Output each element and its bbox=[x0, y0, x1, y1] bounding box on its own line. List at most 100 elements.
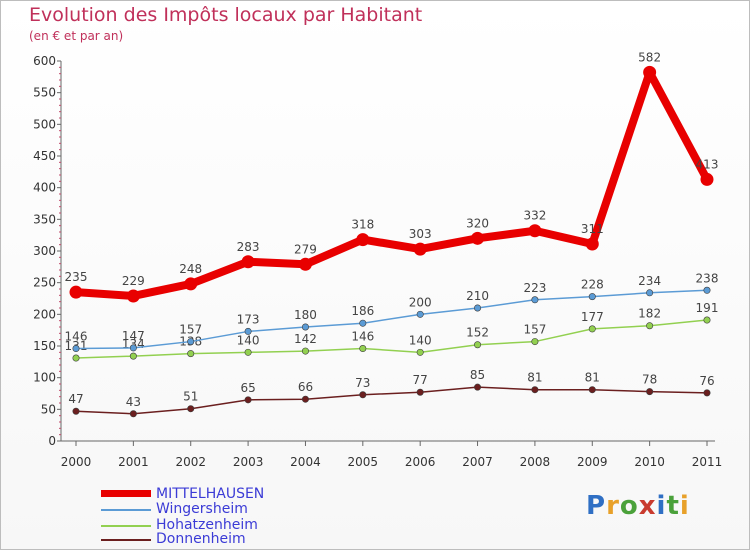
data-point-mittelhausen bbox=[298, 257, 312, 271]
series-line-hohatzenheim bbox=[75, 319, 708, 359]
data-label-donnenheim: 81 bbox=[585, 371, 600, 385]
y-tick-label-600: 600 bbox=[33, 54, 56, 68]
data-label-mittelhausen: 311 bbox=[581, 222, 604, 236]
legend-label-hohatzenheim: Hohatzenheim bbox=[156, 517, 258, 533]
series-wingersheim: 146 147 157 173 180 186 200 210 223 228 234 238 bbox=[65, 271, 718, 353]
x-tick-label-2008: 2008 bbox=[520, 455, 551, 469]
data-label-donnenheim: 43 bbox=[126, 395, 141, 409]
data-point-donnenheim bbox=[72, 407, 80, 415]
data-label-wingersheim: 210 bbox=[466, 289, 489, 303]
legend-item-wingersheim: Wingersheim bbox=[101, 501, 401, 517]
data-label-donnenheim: 77 bbox=[413, 373, 428, 387]
data-label-donnenheim: 65 bbox=[240, 381, 255, 395]
x-tick-label-2000: 2000 bbox=[61, 455, 92, 469]
data-label-donnenheim: 85 bbox=[470, 368, 485, 382]
data-point-hohatzenheim bbox=[646, 322, 654, 330]
data-point-wingersheim bbox=[301, 323, 309, 331]
data-label-mittelhausen: 582 bbox=[638, 50, 661, 64]
data-label-hohatzenheim: 191 bbox=[696, 301, 719, 315]
data-label-mittelhausen: 413 bbox=[696, 157, 719, 171]
data-point-hohatzenheim bbox=[187, 350, 195, 358]
legend-swatch-hohatzenheim bbox=[101, 525, 151, 527]
data-point-hohatzenheim bbox=[244, 348, 252, 356]
legend-label-donnenheim: Donnenheim bbox=[156, 531, 246, 547]
data-point-donnenheim bbox=[531, 386, 539, 394]
data-point-wingersheim bbox=[129, 344, 137, 352]
y-tick-label-250: 250 bbox=[33, 276, 56, 290]
data-point-mittelhausen bbox=[69, 285, 83, 299]
data-label-wingersheim: 200 bbox=[409, 295, 432, 309]
data-label-donnenheim: 47 bbox=[68, 392, 83, 406]
legend-item-donnenheim: Donnenheim bbox=[101, 531, 401, 547]
data-label-wingersheim: 157 bbox=[179, 323, 202, 337]
series-hohatzenheim: 131134138140142146140152157177182191 bbox=[65, 301, 719, 362]
y-tick-label-450: 450 bbox=[33, 149, 56, 163]
series-mittelhausen: 235 229 248 283 279 318 303 320 332 311 582 413 bbox=[65, 50, 719, 303]
data-point-wingersheim bbox=[359, 319, 367, 327]
data-label-wingersheim: 186 bbox=[351, 304, 374, 318]
legend-swatch-mittelhausen bbox=[101, 490, 151, 497]
data-point-mittelhausen bbox=[585, 237, 599, 251]
legend-item-mittelhausen: MITTELHAUSEN bbox=[101, 486, 401, 502]
data-label-hohatzenheim: 140 bbox=[237, 333, 260, 347]
data-point-hohatzenheim bbox=[531, 338, 539, 346]
y-tick-label-50: 50 bbox=[41, 402, 56, 416]
data-point-donnenheim bbox=[359, 391, 367, 399]
data-point-wingersheim bbox=[474, 304, 482, 312]
data-label-wingersheim: 146 bbox=[65, 330, 88, 344]
data-label-wingersheim: 180 bbox=[294, 308, 317, 322]
legend-swatch-donnenheim bbox=[101, 539, 151, 541]
data-point-wingersheim bbox=[531, 296, 539, 304]
data-point-wingersheim bbox=[187, 338, 195, 346]
data-point-mittelhausen bbox=[126, 289, 140, 303]
data-point-mittelhausen bbox=[643, 65, 657, 79]
data-label-donnenheim: 76 bbox=[699, 374, 714, 388]
data-label-mittelhausen: 318 bbox=[351, 218, 374, 232]
data-label-wingersheim: 147 bbox=[122, 329, 145, 343]
data-point-wingersheim bbox=[416, 310, 424, 318]
data-label-hohatzenheim: 177 bbox=[581, 310, 604, 324]
y-tick-label-150: 150 bbox=[33, 339, 56, 353]
data-point-wingersheim bbox=[588, 293, 596, 301]
x-tick-label-2001: 2001 bbox=[118, 455, 149, 469]
legend-label-wingersheim: Wingersheim bbox=[156, 501, 248, 517]
data-label-hohatzenheim: 182 bbox=[638, 307, 661, 321]
data-label-wingersheim: 228 bbox=[581, 278, 604, 292]
data-label-mittelhausen: 248 bbox=[179, 262, 202, 276]
data-point-donnenheim bbox=[588, 386, 596, 394]
data-label-wingersheim: 173 bbox=[237, 312, 260, 326]
series-line-donnenheim bbox=[75, 386, 708, 415]
data-point-hohatzenheim bbox=[72, 354, 80, 362]
data-point-donnenheim bbox=[187, 405, 195, 413]
data-point-donnenheim bbox=[244, 396, 252, 404]
data-point-mittelhausen bbox=[241, 255, 255, 269]
x-tick-label-2002: 2002 bbox=[175, 455, 206, 469]
y-tick-label-350: 350 bbox=[33, 212, 56, 226]
data-point-mittelhausen bbox=[413, 242, 427, 256]
y-tick-label-100: 100 bbox=[33, 371, 56, 385]
data-label-donnenheim: 78 bbox=[642, 373, 657, 387]
data-label-wingersheim: 223 bbox=[523, 281, 546, 295]
data-label-hohatzenheim: 157 bbox=[523, 323, 546, 337]
data-point-donnenheim bbox=[474, 383, 482, 391]
data-label-mittelhausen: 279 bbox=[294, 242, 317, 256]
data-label-wingersheim: 234 bbox=[638, 274, 661, 288]
legend-item-hohatzenheim: Hohatzenheim bbox=[101, 517, 401, 533]
data-label-mittelhausen: 332 bbox=[523, 209, 546, 223]
data-point-donnenheim bbox=[129, 410, 137, 418]
data-label-donnenheim: 51 bbox=[183, 390, 198, 404]
data-point-donnenheim bbox=[301, 395, 309, 403]
data-point-donnenheim bbox=[703, 389, 711, 397]
data-label-hohatzenheim: 140 bbox=[409, 333, 432, 347]
x-tick-label-2011: 2011 bbox=[692, 455, 723, 469]
data-point-hohatzenheim bbox=[129, 352, 137, 360]
data-point-wingersheim bbox=[703, 286, 711, 294]
proxiti-logo: Proxiti bbox=[586, 491, 690, 521]
data-point-wingersheim bbox=[72, 345, 80, 353]
data-label-donnenheim: 66 bbox=[298, 380, 313, 394]
y-tick-label-500: 500 bbox=[33, 117, 56, 131]
data-point-mittelhausen bbox=[700, 172, 714, 186]
legend-label-mittelhausen: MITTELHAUSEN bbox=[156, 486, 265, 502]
data-point-mittelhausen bbox=[184, 277, 198, 291]
